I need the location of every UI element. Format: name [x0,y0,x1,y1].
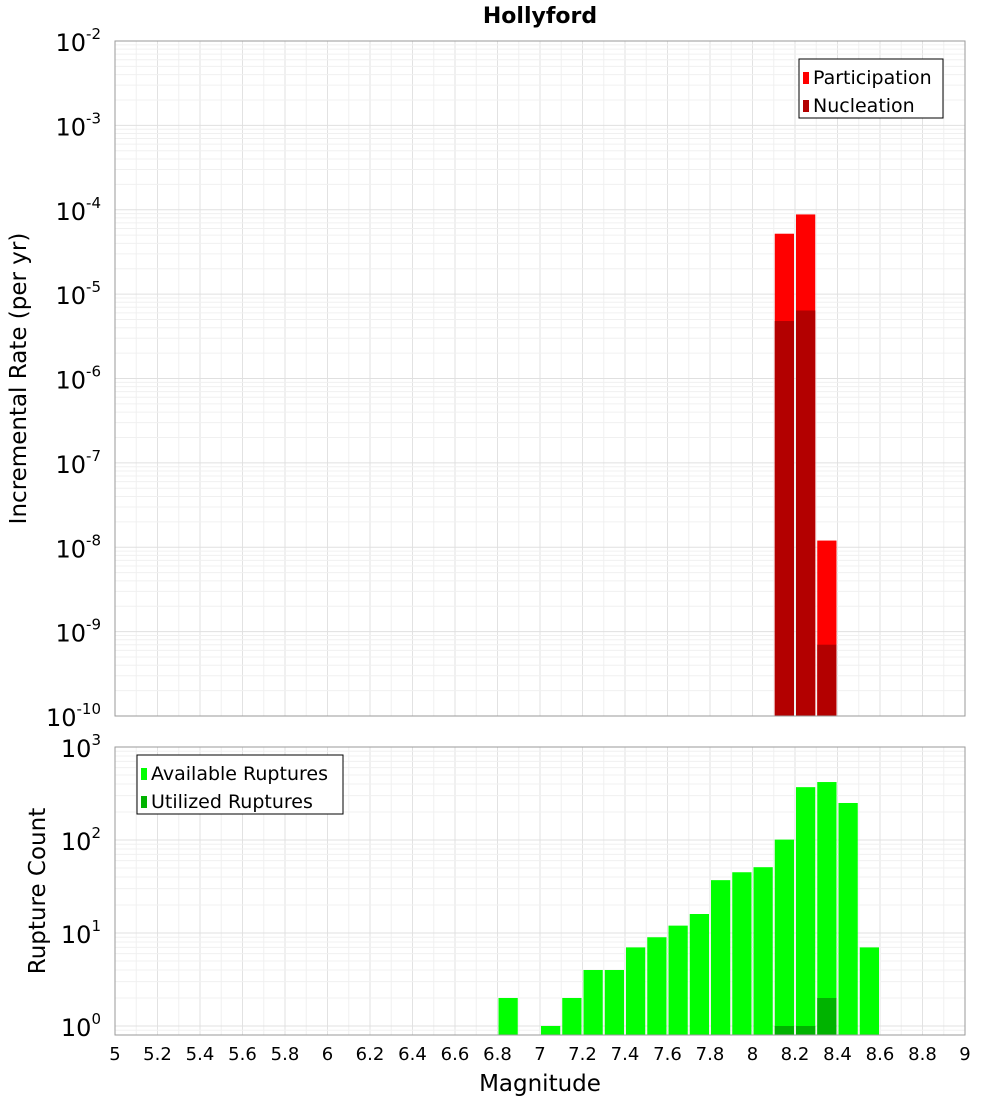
top-legend: Participation Nucleation [798,58,944,119]
x-tick-label: 6.2 [356,1044,385,1065]
bottom-y-axis-title: Rupture Count [25,808,51,974]
x-tick-label: 9 [959,1044,970,1065]
count-bar-available-ruptures [859,947,879,1035]
y-tick-label: 10-8 [55,531,101,563]
legend-label-available-ruptures: Available Ruptures [151,763,328,785]
x-tick-label: 7 [534,1044,545,1065]
legend-swatch-nucleation [803,100,809,112]
count-bar-utilized-ruptures [817,997,837,1035]
y-tick-label: 102 [61,824,101,856]
legend-swatch-participation [803,72,809,84]
rate-bar-nucleation [817,644,837,716]
x-tick-label: 5.4 [186,1044,215,1065]
x-tick-label: 5.2 [143,1044,172,1065]
x-tick-label: 6.4 [398,1044,427,1065]
x-tick-label: 8.8 [908,1044,937,1065]
grid-lines [114,40,966,1036]
rate-bar-nucleation [796,310,816,716]
y-tick-label: 100 [61,1010,101,1042]
count-bar-utilized-ruptures [774,1025,794,1035]
x-tick-label: 8 [747,1044,758,1065]
top-y-axis-title: Incremental Rate (per yr) [6,233,32,525]
count-bar-available-ruptures [562,997,582,1035]
count-bar-available-ruptures [626,947,646,1035]
count-bar-available-ruptures [689,914,709,1035]
bottom-legend: Available Ruptures Utilized Ruptures [136,754,344,815]
legend-swatch-utilized-ruptures [141,796,147,808]
count-bar-available-ruptures [732,872,752,1035]
count-bar-available-ruptures [753,867,773,1035]
count-bar-available-ruptures [668,925,688,1035]
count-bar-available-ruptures [604,969,624,1035]
x-tick-label: 7.8 [696,1044,725,1065]
count-bar-available-ruptures [838,802,858,1035]
count-bar-available-ruptures [647,937,667,1035]
x-tick-label: 8.4 [823,1044,852,1065]
legend-label-participation: Participation [813,67,932,89]
x-tick-label: 5.6 [228,1044,257,1065]
y-tick-label: 10-6 [55,363,101,395]
y-tick-label: 10-3 [55,109,101,141]
x-tick-label: 8.2 [781,1044,810,1065]
x-axis-title: Magnitude [479,1071,601,1097]
x-tick-label: 6 [322,1044,333,1065]
x-tick-label: 5.8 [271,1044,300,1065]
y-tick-label: 101 [61,917,101,949]
top-plot-border [114,40,966,717]
y-tick-label: 10-4 [55,194,101,226]
count-bar-available-ruptures [711,880,731,1035]
count-bar-available-ruptures [774,839,794,1035]
count-bar-available-ruptures [817,782,837,1035]
y-tick-label: 10-2 [55,25,101,57]
x-tick-label: 8.6 [866,1044,895,1065]
x-tick-label: 7.2 [568,1044,597,1065]
y-tick-label: 10-5 [55,278,101,310]
x-tick-label: 7.6 [653,1044,682,1065]
count-bar-available-ruptures [498,997,518,1035]
top-legend-box [798,58,944,119]
x-tick-label: 5 [109,1044,120,1065]
legend-swatch-available-ruptures [141,768,147,780]
bottom-plot-border [114,746,966,1036]
legend-label-utilized-ruptures: Utilized Ruptures [151,791,313,813]
x-tick-label: 7.4 [611,1044,640,1065]
bars [498,214,879,1035]
y-tick-label: 10-9 [55,616,101,648]
y-tick-label: 10-10 [46,700,101,732]
legend-label-nucleation: Nucleation [813,95,915,117]
count-bar-available-ruptures [583,969,603,1035]
count-bar-available-ruptures [541,1025,561,1035]
y-tick-label: 103 [61,731,101,763]
y-tick-label: 10-7 [55,447,101,479]
count-bar-available-ruptures [796,787,816,1035]
count-bar-utilized-ruptures [796,1025,816,1035]
bottom-legend-box [136,754,344,815]
x-tick-label: 6.6 [441,1044,470,1065]
chart-title: Hollyford [483,4,597,29]
rate-bar-nucleation [774,321,794,716]
x-tick-label: 6.8 [483,1044,512,1065]
